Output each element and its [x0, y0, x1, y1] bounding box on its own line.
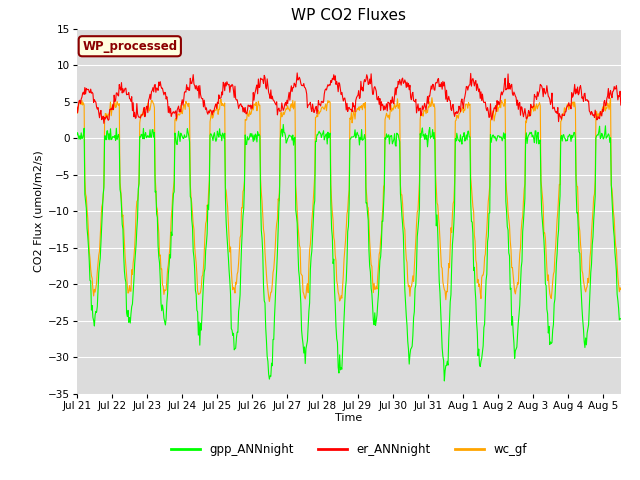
er_ANNnight	[75, 98, 83, 104]
wc_gf	[75, 100, 83, 106]
Line: gpp_ANNnight: gpp_ANNnight	[77, 124, 621, 381]
er_ANNnight	[293, 70, 301, 76]
Title: WP CO2 Fluxes: WP CO2 Fluxes	[291, 9, 406, 24]
gpp_ANNnight	[280, 121, 287, 127]
Y-axis label: CO2 Flux (umol/m2/s): CO2 Flux (umol/m2/s)	[34, 150, 44, 272]
er_ANNnight	[617, 102, 625, 108]
wc_gf	[478, 275, 486, 280]
er_ANNnight	[100, 120, 108, 126]
Line: er_ANNnight: er_ANNnight	[77, 73, 621, 123]
wc_gf	[326, 99, 334, 105]
gpp_ANNnight	[149, 127, 157, 132]
er_ANNnight	[327, 78, 335, 84]
X-axis label: Time: Time	[335, 413, 362, 423]
Line: wc_gf: wc_gf	[77, 98, 621, 301]
gpp_ANNnight	[465, 128, 472, 134]
wc_gf	[465, 100, 472, 106]
gpp_ANNnight	[478, 356, 486, 361]
gpp_ANNnight	[440, 378, 448, 384]
Legend: gpp_ANNnight, er_ANNnight, wc_gf: gpp_ANNnight, er_ANNnight, wc_gf	[166, 438, 532, 461]
er_ANNnight	[150, 89, 157, 95]
wc_gf	[306, 247, 314, 253]
er_ANNnight	[307, 99, 314, 105]
gpp_ANNnight	[73, 132, 81, 138]
gpp_ANNnight	[617, 316, 625, 322]
wc_gf	[149, 100, 157, 106]
gpp_ANNnight	[306, 300, 314, 306]
er_ANNnight	[465, 84, 472, 90]
Text: WP_processed: WP_processed	[82, 40, 177, 53]
er_ANNnight	[478, 97, 486, 103]
wc_gf	[73, 108, 81, 114]
er_ANNnight	[73, 104, 81, 110]
wc_gf	[617, 287, 625, 292]
wc_gf	[428, 95, 436, 101]
gpp_ANNnight	[75, 136, 83, 142]
wc_gf	[266, 299, 273, 304]
gpp_ANNnight	[326, 130, 334, 136]
